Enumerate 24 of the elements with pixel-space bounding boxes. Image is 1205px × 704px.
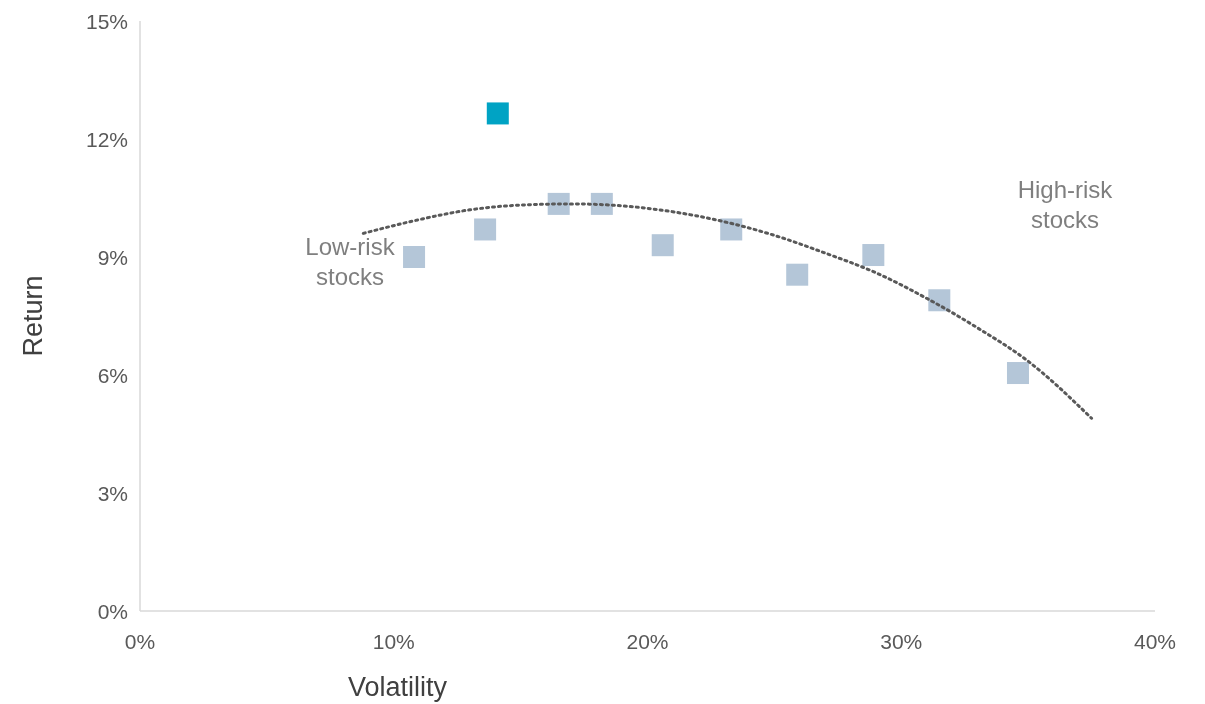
x-tick-label: 40% <box>1133 630 1177 653</box>
y-tick-label: 3% <box>97 481 128 505</box>
point <box>403 246 426 268</box>
annotation: Low-risk stocks <box>305 233 396 290</box>
y-tick-label: 0% <box>97 599 128 623</box>
point <box>862 244 885 267</box>
point <box>786 263 809 286</box>
y-tick-label: 12% <box>85 127 128 151</box>
x-tick-label: 10% <box>372 630 415 653</box>
point <box>720 218 743 241</box>
point <box>486 102 509 125</box>
y-tick-label: 15% <box>85 9 128 33</box>
x-tick-label: 20% <box>626 630 669 653</box>
x-tick-label: 30% <box>880 630 923 653</box>
y-tick-label: 9% <box>97 245 128 269</box>
x-tick-label: 0% <box>124 630 156 653</box>
point <box>651 234 674 257</box>
y-axis-title: Return <box>18 275 48 357</box>
annotation: High-risk stocks <box>1017 176 1114 233</box>
x-axis-title: Volatility <box>347 672 448 702</box>
point <box>547 192 570 215</box>
point <box>474 218 497 241</box>
point <box>1006 362 1029 385</box>
y-tick-label: 6% <box>97 363 128 387</box>
